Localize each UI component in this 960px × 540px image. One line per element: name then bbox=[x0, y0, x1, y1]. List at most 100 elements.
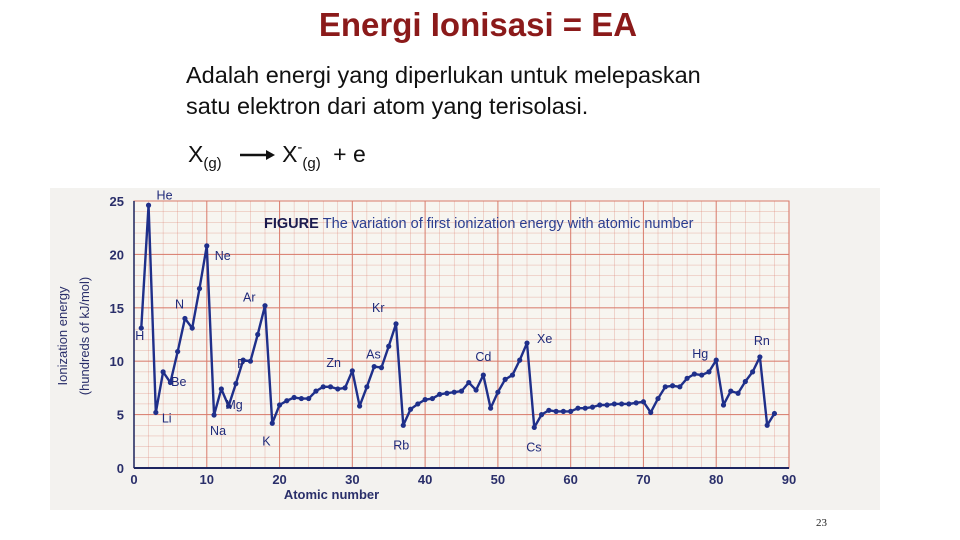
x-tick-label: 50 bbox=[491, 472, 505, 487]
element-label: Xe bbox=[537, 332, 552, 346]
element-label: Rb bbox=[393, 438, 409, 452]
data-point bbox=[407, 406, 414, 412]
series-line bbox=[140, 204, 776, 429]
data-point bbox=[364, 384, 370, 390]
y-tick-label: 20 bbox=[110, 247, 124, 262]
data-point bbox=[619, 401, 625, 407]
figure-caption-text: The variation of first ionization energy… bbox=[322, 216, 694, 232]
data-point bbox=[706, 369, 712, 375]
data-point bbox=[189, 325, 195, 331]
data-point bbox=[611, 401, 617, 407]
data-point bbox=[473, 387, 479, 393]
x-tick-label: 80 bbox=[709, 472, 723, 487]
data-point bbox=[415, 401, 421, 407]
element-label: He bbox=[157, 188, 173, 202]
data-point bbox=[546, 407, 552, 413]
data-point bbox=[138, 325, 144, 331]
data-point bbox=[531, 424, 537, 431]
element-label: Cd bbox=[475, 350, 491, 364]
x-tick-label: 60 bbox=[563, 472, 577, 487]
data-point bbox=[357, 403, 363, 409]
data-point bbox=[262, 303, 268, 309]
data-point bbox=[764, 422, 770, 428]
data-point bbox=[342, 385, 348, 391]
element-label: Li bbox=[162, 411, 172, 425]
element-label: Na bbox=[210, 424, 226, 438]
ionization-equation: X(g) X-(g) + e bbox=[188, 139, 366, 173]
data-point bbox=[662, 384, 668, 390]
data-point bbox=[560, 408, 566, 414]
data-point bbox=[233, 381, 239, 387]
y-axis-label-line-2: (hundreds of kJ/mol) bbox=[77, 277, 92, 396]
x-tick-label: 10 bbox=[200, 472, 214, 487]
element-label: H bbox=[135, 329, 144, 343]
element-label: Hg bbox=[692, 347, 708, 361]
data-point bbox=[429, 395, 435, 402]
data-point bbox=[488, 405, 494, 411]
data-point bbox=[393, 321, 399, 327]
x-tick-label: 20 bbox=[272, 472, 286, 487]
data-point bbox=[255, 331, 261, 338]
data-point bbox=[553, 408, 559, 414]
data-point bbox=[269, 420, 275, 426]
x-tick-label: 40 bbox=[418, 472, 432, 487]
data-point bbox=[582, 405, 588, 411]
page-number: 23 bbox=[816, 517, 827, 529]
data-point bbox=[742, 378, 748, 385]
data-point bbox=[589, 404, 596, 410]
data-point bbox=[276, 402, 283, 408]
data-point bbox=[167, 379, 173, 386]
element-label: K bbox=[262, 434, 271, 448]
data-point bbox=[378, 365, 385, 371]
data-point bbox=[247, 358, 254, 364]
data-point bbox=[240, 357, 246, 363]
data-point bbox=[466, 379, 472, 386]
data-point bbox=[196, 285, 203, 292]
figure-caption-label: FIGURE bbox=[264, 216, 319, 232]
element-label: Zn bbox=[326, 356, 341, 370]
data-point bbox=[728, 388, 734, 394]
data-point bbox=[182, 315, 188, 322]
data-point bbox=[699, 372, 705, 378]
y-tick-label: 25 bbox=[110, 194, 124, 209]
element-label: Ne bbox=[215, 249, 231, 263]
y-tick-label: 0 bbox=[117, 461, 124, 476]
x-axis-label: Atomic number bbox=[284, 487, 379, 502]
data-point bbox=[626, 401, 632, 407]
x-tick-label: 30 bbox=[345, 472, 359, 487]
data-point bbox=[306, 395, 312, 402]
equation-rhs-superscript: - bbox=[297, 139, 303, 156]
element-label: N bbox=[175, 297, 184, 311]
data-point bbox=[175, 348, 181, 355]
equation-lhs-subscript: (g) bbox=[203, 155, 222, 172]
data-point bbox=[538, 412, 545, 418]
data-point bbox=[211, 412, 217, 418]
element-label: P bbox=[237, 357, 245, 371]
equation-tail: + e bbox=[333, 141, 366, 167]
equation-lhs: X bbox=[188, 141, 204, 167]
data-point bbox=[160, 369, 166, 375]
element-label: Cs bbox=[526, 440, 541, 454]
definition-line-2: satu elektron dari atom yang terisolasi. bbox=[186, 93, 589, 119]
data-point bbox=[313, 388, 319, 394]
data-point bbox=[371, 363, 377, 370]
data-point bbox=[640, 399, 647, 405]
definition-line-1: Adalah energi yang diperlukan untuk mele… bbox=[186, 62, 701, 88]
data-point bbox=[327, 384, 334, 390]
equation-rhs: X bbox=[282, 141, 298, 167]
x-tick-label: 0 bbox=[130, 472, 137, 487]
x-tick-label: 90 bbox=[782, 472, 796, 487]
data-point bbox=[757, 354, 763, 360]
data-point bbox=[291, 394, 297, 401]
data-point bbox=[771, 410, 778, 417]
data-point bbox=[298, 395, 304, 402]
data-point bbox=[422, 397, 428, 403]
data-point bbox=[226, 403, 232, 409]
data-point bbox=[145, 202, 152, 208]
data-point bbox=[400, 422, 406, 428]
data-point bbox=[437, 391, 443, 397]
data-point bbox=[568, 408, 574, 414]
data-point bbox=[735, 390, 741, 396]
data-point bbox=[320, 384, 326, 390]
data-point bbox=[284, 398, 290, 404]
